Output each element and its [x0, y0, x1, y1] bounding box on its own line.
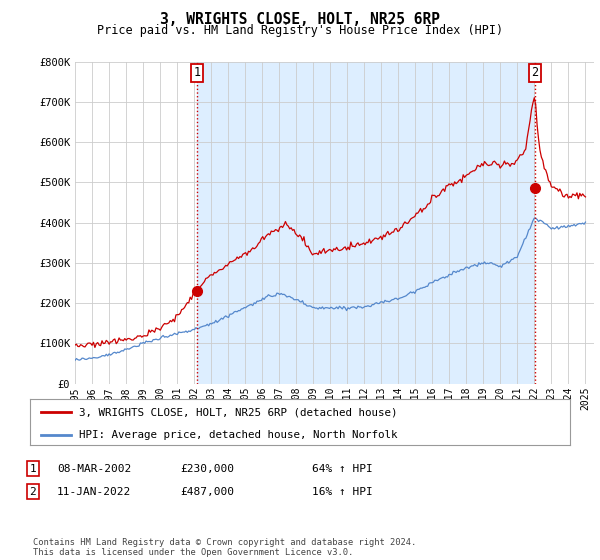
Text: 3, WRIGHTS CLOSE, HOLT, NR25 6RP: 3, WRIGHTS CLOSE, HOLT, NR25 6RP: [160, 12, 440, 27]
Text: 2: 2: [29, 487, 37, 497]
Text: 3, WRIGHTS CLOSE, HOLT, NR25 6RP (detached house): 3, WRIGHTS CLOSE, HOLT, NR25 6RP (detach…: [79, 407, 397, 417]
Bar: [197, 62, 535, 384]
Text: Contains HM Land Registry data © Crown copyright and database right 2024.
This d: Contains HM Land Registry data © Crown c…: [33, 538, 416, 557]
Text: £230,000: £230,000: [180, 464, 234, 474]
Text: 64% ↑ HPI: 64% ↑ HPI: [312, 464, 373, 474]
Text: 1: 1: [29, 464, 37, 474]
Text: 2: 2: [532, 67, 539, 80]
Text: HPI: Average price, detached house, North Norfolk: HPI: Average price, detached house, Nort…: [79, 430, 397, 440]
Text: 11-JAN-2022: 11-JAN-2022: [57, 487, 131, 497]
Text: 08-MAR-2002: 08-MAR-2002: [57, 464, 131, 474]
Text: Price paid vs. HM Land Registry's House Price Index (HPI): Price paid vs. HM Land Registry's House …: [97, 24, 503, 37]
Text: 1: 1: [194, 67, 201, 80]
Text: £487,000: £487,000: [180, 487, 234, 497]
Text: 16% ↑ HPI: 16% ↑ HPI: [312, 487, 373, 497]
